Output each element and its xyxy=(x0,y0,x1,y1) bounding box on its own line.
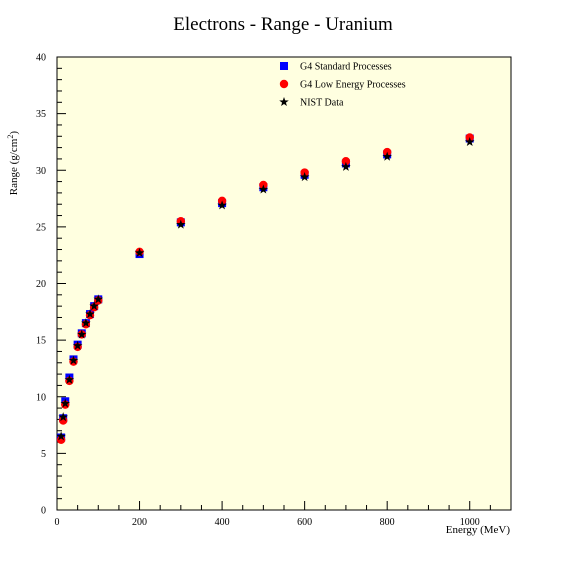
data-point-star xyxy=(64,374,75,384)
x-axis-label: Energy (MeV) xyxy=(446,524,511,536)
data-point-star xyxy=(93,294,104,304)
legend-marker-circle xyxy=(279,79,289,89)
y-tick-label: 15 xyxy=(36,336,46,347)
y-axis-label-suffix: ) xyxy=(8,131,20,135)
y-tick-label: 5 xyxy=(41,449,46,460)
y-tick-label: 0 xyxy=(41,506,46,517)
axis-ticks xyxy=(56,56,512,511)
data-point-star xyxy=(56,431,66,441)
x-tick-labels: 0 200 400 600 800 1000 xyxy=(55,517,480,528)
data-point-star xyxy=(72,340,83,350)
data-point-star xyxy=(258,184,269,194)
x-tick-label: 0 xyxy=(55,517,60,528)
x-tick-label: 1000 xyxy=(460,517,480,528)
y-axis-label-prefix: Range (g/cm xyxy=(8,138,20,195)
data-point-circle xyxy=(341,156,351,166)
x-tick-label: 600 xyxy=(297,517,312,528)
series-star xyxy=(56,136,475,441)
data-point-star xyxy=(89,301,99,311)
data-point-star xyxy=(58,412,68,422)
plot-area xyxy=(56,56,512,511)
data-point-star xyxy=(134,247,145,257)
data-point-star xyxy=(85,309,95,319)
data-point-star xyxy=(176,219,186,229)
data-point-star xyxy=(464,136,475,146)
legend-label: NIST Data xyxy=(300,98,344,109)
y-tick-label: 20 xyxy=(36,279,46,290)
y-tick-labels: 0 5 10 15 20 25 30 35 40 xyxy=(36,53,46,517)
data-point-star xyxy=(382,151,392,161)
data-point-star xyxy=(341,161,351,171)
x-tick-label: 200 xyxy=(132,517,147,528)
data-point-star xyxy=(77,329,87,339)
y-axis-label: Range (g/cm2) xyxy=(6,131,20,196)
data-point-star xyxy=(81,318,91,328)
y-tick-label: 40 xyxy=(36,53,46,64)
data-point-star xyxy=(60,398,71,408)
legend-label: G4 Low Energy Processes xyxy=(300,80,406,91)
data-point-star xyxy=(217,200,227,210)
y-tick-label: 25 xyxy=(36,222,46,233)
x-tick-label: 800 xyxy=(380,517,395,528)
legend-label: G4 Standard Processes xyxy=(300,62,392,73)
data-point-star xyxy=(299,172,310,182)
legend-marker-square xyxy=(280,62,288,70)
x-tick-label: 400 xyxy=(215,517,230,528)
y-tick-label: 10 xyxy=(36,392,46,403)
y-axis-label-sup: 2 xyxy=(6,135,15,139)
legend-marker-star xyxy=(279,97,289,107)
chart-title: Electrons - Range - Uranium xyxy=(173,14,393,35)
data-point-star xyxy=(68,355,79,365)
data-series xyxy=(56,133,475,444)
y-tick-label: 30 xyxy=(36,166,46,177)
y-tick-label: 35 xyxy=(36,109,46,120)
legend: G4 Standard Processes G4 Low Energy Proce… xyxy=(279,62,406,109)
